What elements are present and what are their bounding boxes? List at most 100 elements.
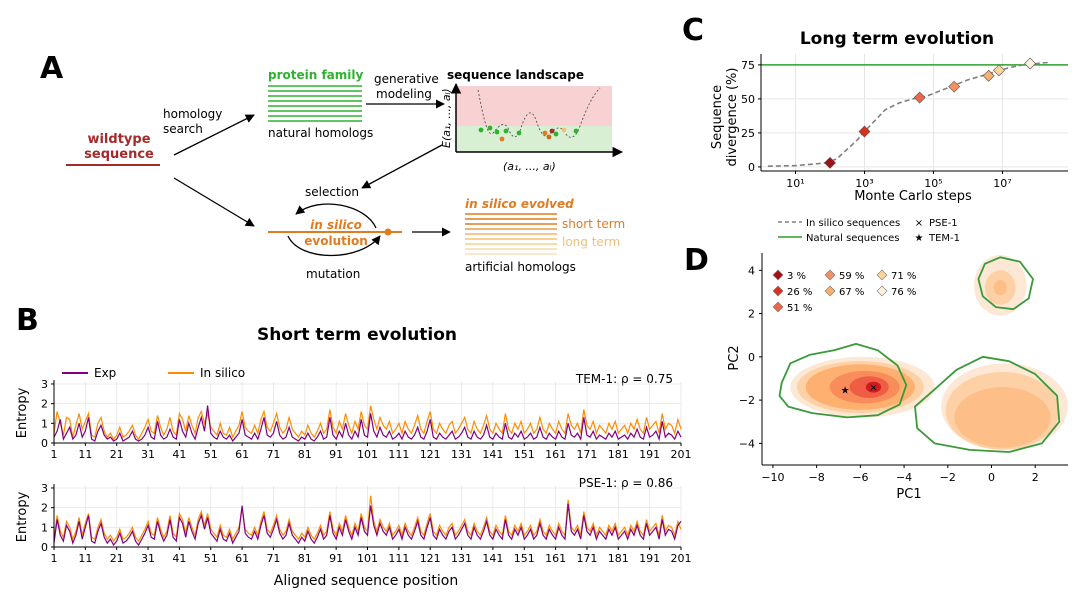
x-tick-label: 161 (545, 448, 566, 461)
divergence-marker (1024, 57, 1036, 70)
y-tick-label: 0 (748, 351, 755, 364)
natural-homologs-label: natural homologs (268, 126, 373, 140)
x-tick-label: 151 (514, 552, 535, 565)
panel-letter-a: A (40, 51, 64, 86)
x-tick-label: 101 (357, 448, 378, 461)
legend-tem1: TEM-1 (928, 233, 960, 244)
natural-homolog-lines (268, 85, 362, 122)
x-tick-label: 121 (420, 552, 441, 565)
x-tick-label: 171 (576, 552, 597, 565)
wildtype-label-line2: sequence (84, 147, 154, 162)
x-tick-label: 11 (78, 552, 92, 565)
x-tick-label: 121 (420, 448, 441, 461)
legend-label: 51 % (787, 303, 812, 314)
entropy-ylabel-top: Entropy (15, 387, 30, 438)
x-tick-label: 181 (608, 448, 629, 461)
sequence-landscape-title: sequence landscape (447, 68, 584, 82)
divergence-marker (948, 80, 961, 93)
long-term-label: long term (562, 235, 620, 249)
y-tick-label: 0 (41, 541, 48, 554)
x-tick-label: 191 (639, 552, 660, 565)
homology-search-line1: homology (163, 107, 222, 121)
y-tick-label: 2 (748, 308, 755, 321)
in-silico-evolution-line2: evolution (304, 234, 368, 248)
x-tick-label: −4 (896, 471, 912, 484)
legend-marker (876, 285, 888, 297)
legend-pse1: PSE-1 (929, 218, 958, 229)
x-tick-label: 161 (545, 552, 566, 565)
entropy-ylabel-bottom: Entropy (15, 491, 30, 542)
x-tick-label: 71 (266, 448, 280, 461)
legend-in-silico: In silico (200, 366, 245, 380)
divergence-marker (982, 69, 995, 82)
density-contour (993, 280, 1007, 296)
x-tick-label: 151 (514, 448, 535, 461)
y-tick-label: −2 (739, 394, 755, 407)
panel-c-ylabel-line2: divergence (%) (725, 68, 740, 167)
natural-sequences-outline (977, 256, 1034, 311)
density-contour (954, 387, 1051, 448)
x-tick-label: 131 (451, 552, 472, 565)
homology-search-line2: search (163, 122, 203, 136)
divergence-plot: 0 25 50 75 10¹ 10³ 10⁵ 10⁷ (741, 54, 1068, 190)
x-tick-label: 91 (329, 552, 343, 565)
density-contour (865, 381, 882, 393)
pca-plot: ★ × −4 −2 0 2 4 −10 −8 −6 −4 −2 0 2 3 % 26 % 51 % 59 % 67 … (739, 253, 1068, 484)
mutation-label: mutation (306, 267, 360, 281)
x-tick-label: 111 (388, 448, 409, 461)
tem1-point: ★ (841, 385, 850, 396)
landscape-high-zone (456, 86, 612, 126)
panel-c-title: Long term evolution (800, 29, 994, 49)
x-tick-label: −8 (809, 471, 825, 484)
legend-label: 59 % (839, 271, 864, 282)
x-tick-label: 51 (204, 448, 218, 461)
legend-label: 26 % (787, 287, 812, 298)
panel-c-legend: In silico sequences × PSE-1 Natural sequ… (778, 218, 960, 244)
legend-label: 76 % (891, 287, 916, 298)
generative-modeling-line2: modeling (376, 87, 432, 101)
x-tick-label: 171 (576, 448, 597, 461)
x-tick-label: 81 (298, 448, 312, 461)
x-tick-label: 201 (671, 448, 692, 461)
legend-marker (824, 269, 836, 281)
natural-sequences-outline (914, 355, 1061, 453)
y-tick-label: −4 (739, 437, 755, 450)
x-tick-label: 91 (329, 448, 343, 461)
legend-marker (772, 269, 784, 281)
x-tick-label: 11 (78, 448, 92, 461)
legend-in-silico-sequences: In silico sequences (806, 218, 900, 229)
divergence-marker (993, 64, 1005, 77)
artificial-homolog-lines (465, 213, 557, 255)
x-tick-label: 61 (235, 448, 249, 461)
x-tick-label: 31 (141, 552, 155, 565)
x-tick-label: 141 (482, 552, 503, 565)
x-tick-label: 51 (204, 552, 218, 565)
panel-letter-c: C (682, 13, 704, 48)
generative-modeling-line1: generative (374, 72, 439, 86)
evolution-dot (384, 228, 392, 236)
y-tick-label: 3 (41, 482, 48, 495)
legend-natural-sequences: Natural sequences (806, 233, 899, 244)
protein-family-label: protein family (268, 68, 364, 82)
legend-marker (772, 285, 784, 297)
panel-c-ylabel-line1: Sequence (710, 85, 725, 149)
landscape-energy-axis-label: E(a₁, ..., aₗ) (440, 88, 453, 148)
legend-marker (772, 301, 784, 313)
panel-d-ylabel: PC2 (727, 345, 742, 370)
y-tick-label: 1 (41, 521, 48, 534)
legend-label: 3 % (787, 271, 806, 282)
panel-b-title: Short term evolution (257, 325, 457, 345)
divergence-marker (858, 125, 871, 138)
legend-label: 71 % (891, 271, 916, 282)
y-tick-label: 50 (741, 93, 755, 106)
legend-marker (824, 285, 836, 297)
legend-pse1-marker: × (915, 218, 923, 229)
x-tick-label: 191 (639, 448, 660, 461)
x-tick-label: 41 (172, 448, 186, 461)
x-tick-label: 1 (51, 552, 58, 565)
x-tick-label: 201 (671, 552, 692, 565)
short-term-label: short term (562, 217, 625, 231)
legend-exp: Exp (94, 366, 116, 380)
